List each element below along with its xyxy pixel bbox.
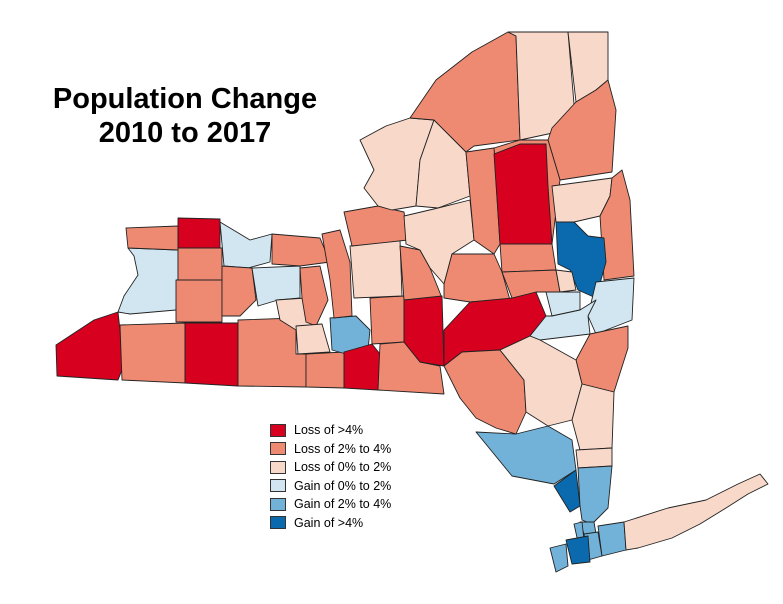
legend-label-loss-2-4: Loss of 2% to 4% (294, 441, 392, 456)
region-albany (545, 291, 581, 317)
region-franklin (507, 31, 577, 141)
legend-item-loss-2-4: Loss of 2% to 4% (270, 440, 391, 459)
region-genesee (177, 247, 223, 281)
region-wyoming (175, 279, 223, 323)
legend-swatch-loss-2-4 (270, 442, 286, 456)
region-oswego (343, 205, 409, 247)
region-westchester (577, 465, 613, 525)
region-putnam (575, 447, 613, 469)
legend: Loss of >4% Loss of 2% to 4% Loss of 0% … (270, 421, 391, 532)
region-nassau (597, 521, 627, 557)
region-chemung (305, 351, 345, 389)
region-sullivan (443, 349, 527, 435)
region-cattaraugus (119, 322, 186, 384)
legend-swatch-gain-0-2 (270, 479, 286, 493)
legend-label-gain-0-2: Gain of 0% to 2% (294, 478, 392, 493)
region-tioga (343, 343, 381, 391)
region-madison (399, 245, 443, 301)
region-essex (547, 79, 617, 181)
region-monroe (219, 221, 273, 269)
legend-swatch-loss-gt4 (270, 423, 286, 437)
region-cortland (369, 295, 405, 345)
region-orange (475, 425, 577, 485)
region-otsego (443, 253, 511, 303)
title-line-1: Population Change (52, 83, 318, 115)
legend-label-gain-2-4: Gain of 2% to 4% (294, 497, 392, 512)
legend-item-gain-2-4: Gain of 2% to 4% (270, 495, 391, 514)
region-richmond (549, 543, 569, 573)
map-title: Population Change 2010 to 2017 (40, 82, 330, 150)
legend-label-loss-gt4: Loss of >4% (294, 423, 364, 438)
title-line-2: 2010 to 2017 (98, 117, 272, 149)
legend-label-loss-0-2: Loss of 0% to 2% (294, 460, 392, 475)
legend-item-gain-0-2: Gain of 0% to 2% (270, 477, 391, 496)
legend-item-loss-0-2: Loss of 0% to 2% (270, 458, 391, 477)
region-wayne (271, 233, 331, 267)
region-niagara (125, 225, 179, 251)
region-schenectady (555, 269, 577, 293)
legend-item-gain-gt4: Gain of >4% (270, 514, 391, 533)
region-livingston (221, 265, 257, 317)
region-allegany (184, 322, 239, 387)
region-saratoga (555, 221, 607, 299)
region-chautauqua (55, 311, 123, 381)
region-suffolk (623, 473, 769, 551)
legend-swatch-gain-gt4 (270, 516, 286, 530)
region-orleans (177, 217, 221, 249)
region-washington (599, 169, 635, 281)
region-columbia (575, 325, 629, 393)
legend-label-gain-gt4: Gain of >4% (294, 515, 364, 530)
region-erie (117, 247, 179, 315)
legend-swatch-gain-2-4 (270, 497, 286, 511)
region-rensselaer (587, 277, 635, 335)
region-montgomery (499, 243, 557, 273)
region-cayuga (321, 229, 353, 319)
legend-swatch-loss-0-2 (270, 460, 286, 474)
legend-item-loss-gt4: Loss of >4% (270, 421, 391, 440)
region-schuyler (295, 323, 331, 355)
region-kings (565, 535, 591, 565)
region-fulton (493, 143, 553, 245)
region-chenango (403, 295, 445, 367)
region-onondaga (349, 239, 403, 299)
